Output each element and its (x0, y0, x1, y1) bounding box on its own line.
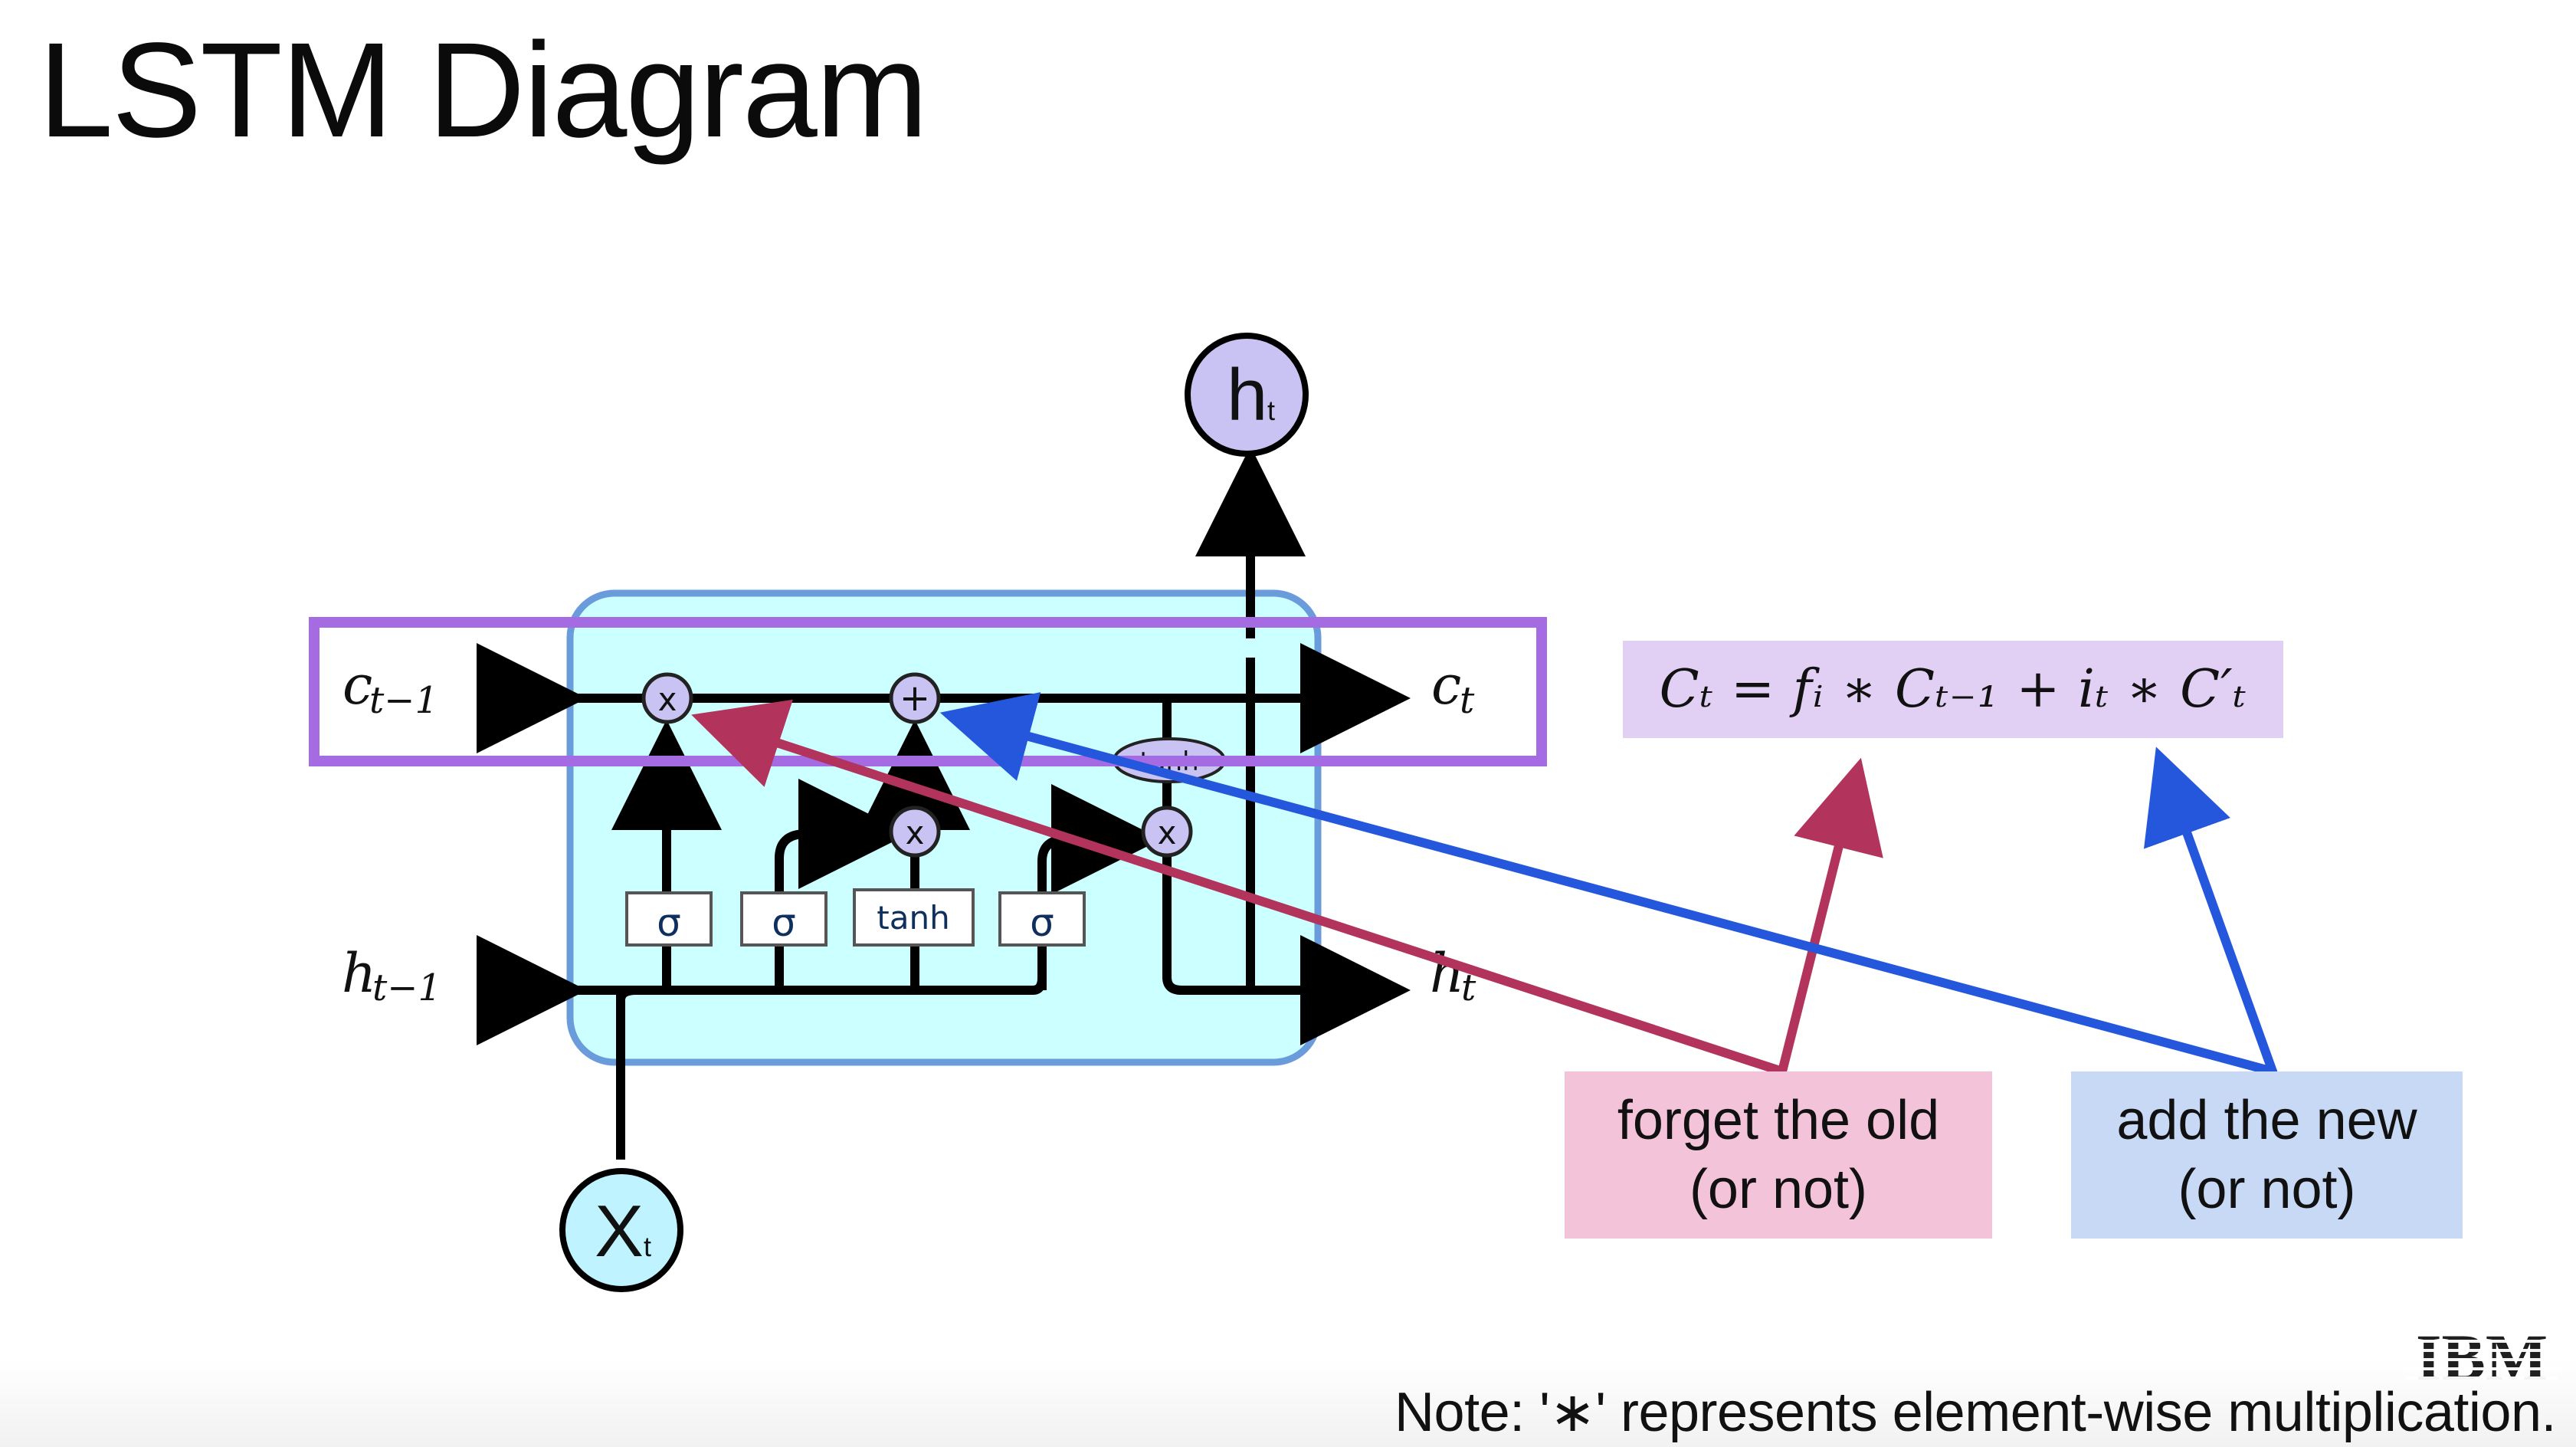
cell-state-equation: Cₜ = fᵢ ∗ Cₜ₋₁ + iₜ ∗ C′ₜ (1623, 641, 2283, 738)
x-input-label: X (595, 1190, 644, 1272)
top-hidden-output-label: h (1227, 354, 1267, 436)
gate-boxes: σ σ tanh σ (625, 888, 1086, 947)
sigma-label-3: σ (1030, 901, 1054, 945)
hidden-prev-subscript: t−1 (372, 966, 441, 1009)
gate-forget-sigma (625, 891, 713, 947)
cell-prev-label: c (342, 654, 372, 717)
input-multiply-node (889, 806, 941, 858)
forget-arrow-to-equation (1778, 757, 1883, 1076)
sigma-label-1: σ (657, 901, 681, 945)
add-callout: add the new (or not) (2071, 1071, 2463, 1239)
port-labels: c t−1 c t h t−1 h t (342, 654, 1476, 1009)
tanh-label: tanh (877, 899, 949, 937)
operator-nodes: x + x x tanh (641, 672, 1226, 858)
forget-multiply-node (641, 672, 693, 724)
add-node (889, 672, 941, 724)
multiply-symbol: x (906, 814, 925, 851)
ibm-logo: IBM (2406, 1324, 2558, 1390)
top-hidden-output-subscript: t (1267, 395, 1275, 426)
cell-prev-subscript: t−1 (369, 679, 438, 722)
gate-candidate-tanh (853, 888, 975, 947)
sigma-label-2: σ (772, 901, 796, 945)
slide-title: LSTM Diagram (38, 15, 928, 166)
hidden-output-label: h (1430, 942, 1464, 1005)
cell-state-highlight (309, 617, 1547, 766)
output-multiply-node (1141, 806, 1193, 858)
cell-output-label: c (1431, 654, 1461, 717)
add-symbol: + (900, 677, 930, 720)
top-hidden-output-node (1185, 333, 1309, 457)
hidden-prev-label: h (342, 942, 376, 1005)
hidden-output-subscript: t (1461, 966, 1476, 1009)
multiply-symbol: x (658, 681, 677, 718)
forget-arrow-to-diagram (691, 699, 1787, 1076)
gate-output-sigma (998, 891, 1086, 947)
gate-input-sigma (740, 891, 828, 947)
x-input-subscript: t (644, 1231, 651, 1262)
forget-callout: forget the old (or not) (1565, 1071, 1992, 1239)
multiply-symbol: x (1158, 814, 1177, 851)
add-arrow-to-diagram (939, 692, 2277, 1076)
x-input-node (559, 1168, 683, 1292)
annotation-arrows (691, 692, 2277, 1076)
cell-output-subscript: t (1460, 679, 1475, 722)
multiplication-note: Note: '∗' represents element-wise multip… (1395, 1382, 2556, 1443)
add-arrow-to-equation (2143, 746, 2277, 1076)
